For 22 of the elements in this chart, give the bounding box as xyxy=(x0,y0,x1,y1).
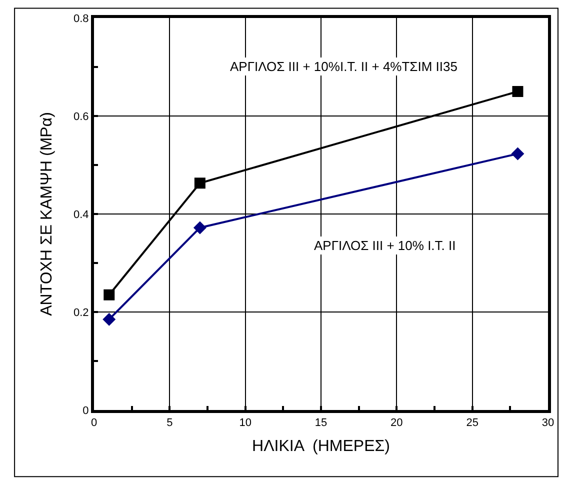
x-tick-label: 25 xyxy=(466,417,478,430)
x-tick-label: 20 xyxy=(390,417,403,430)
point xyxy=(512,86,524,97)
y-tick-label: 0.6 xyxy=(74,110,89,123)
y-axis-title: ΑΝΤΟΧΗ ΣΕ ΚΑΜΨΗ (MPα) xyxy=(38,112,56,316)
point xyxy=(104,289,115,300)
point xyxy=(511,147,524,160)
x-tick-label: 5 xyxy=(166,417,173,430)
y-tick-label: 0.2 xyxy=(74,306,89,319)
y-tick-label: 0 xyxy=(82,404,89,417)
point xyxy=(193,221,206,234)
y-tick-label: 0.4 xyxy=(74,208,89,221)
text: ΑΡΓΙΛΟΣ ΙΙΙ + 10% Ι.Τ. ΙΙ xyxy=(314,238,456,253)
point xyxy=(194,178,206,189)
y-tick-label: 0.8 xyxy=(74,12,89,25)
x-tick-label: 10 xyxy=(239,417,252,430)
point xyxy=(102,312,116,326)
x-tick-label: 30 xyxy=(542,417,554,430)
x-axis-title: ΗΛΙΚΙΑ (ΗΜΕΡΕΣ) xyxy=(252,438,390,455)
x-tick-label: 15 xyxy=(314,417,328,430)
x-tick-label: 0 xyxy=(90,417,98,430)
text: ΑΡΓΙΛΟΣ ΙΙΙ + 10%Ι.Τ. ΙΙ + 4%ΤΣΙΜ ΙΙ35 xyxy=(230,59,458,74)
